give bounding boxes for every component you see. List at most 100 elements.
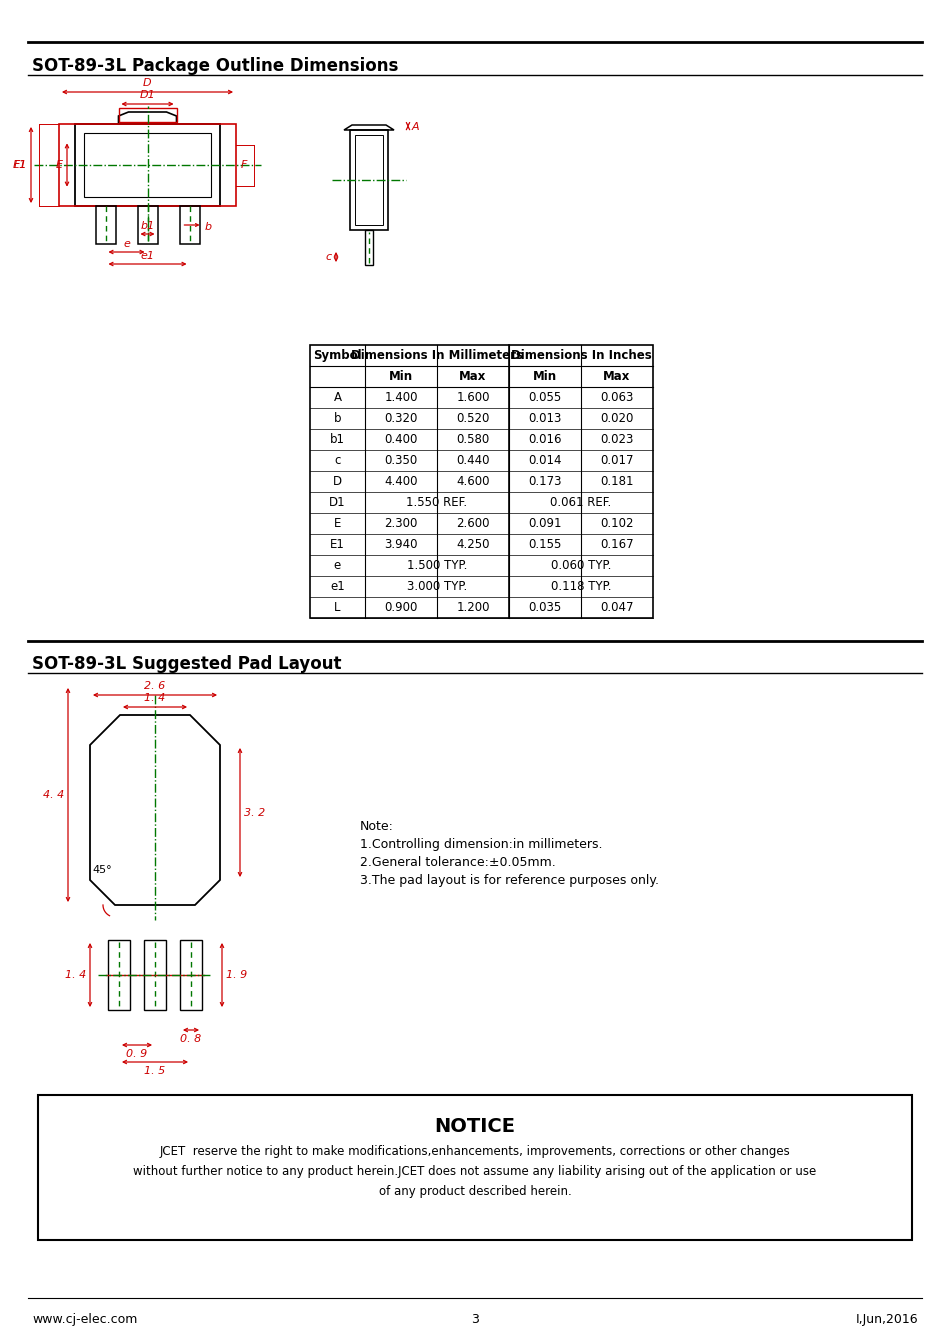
Bar [310, 345, 653, 618]
Text: Symbol: Symbol [314, 349, 362, 362]
Text: D: D [332, 474, 342, 488]
Text: 2.300: 2.300 [385, 517, 418, 530]
Text: e1: e1 [331, 581, 345, 593]
Text: E1: E1 [330, 538, 345, 551]
Text: 0.035: 0.035 [528, 601, 561, 614]
Text: e1: e1 [141, 251, 155, 261]
Bar [84, 133, 211, 198]
Text: 0.047: 0.047 [600, 601, 634, 614]
Text: 0.580: 0.580 [456, 433, 489, 446]
Text: NOTICE: NOTICE [434, 1117, 516, 1136]
Text: D1: D1 [330, 496, 346, 509]
Text: D: D [143, 78, 152, 87]
Text: I,Jun,2016: I,Jun,2016 [855, 1313, 918, 1327]
Text: A: A [333, 391, 341, 405]
Text: SOT-89-3L Suggested Pad Layout: SOT-89-3L Suggested Pad Layout [32, 655, 341, 673]
Text: 1.400: 1.400 [384, 391, 418, 405]
Text: L: L [334, 601, 341, 614]
Bar [108, 939, 130, 1009]
Bar [350, 130, 388, 230]
Text: 3. 2: 3. 2 [244, 808, 265, 817]
Text: 0.173: 0.173 [528, 474, 561, 488]
Text: E: E [333, 517, 341, 530]
Text: 0.020: 0.020 [600, 413, 634, 425]
Text: 0.181: 0.181 [600, 474, 634, 488]
Text: A: A [412, 122, 420, 133]
Text: b1: b1 [141, 220, 155, 231]
Text: 45°: 45° [92, 866, 112, 875]
Text: E: E [56, 160, 63, 169]
Text: 0.023: 0.023 [600, 433, 634, 446]
Text: D1: D1 [140, 90, 156, 99]
Text: 0. 8: 0. 8 [180, 1034, 201, 1044]
Text: without further notice to any product herein.JCET does not assume any liability : without further notice to any product he… [133, 1165, 817, 1177]
Text: 4.600: 4.600 [456, 474, 490, 488]
Text: 1.500 TYP.: 1.500 TYP. [407, 559, 467, 573]
Text: Dimensions In Millimeters: Dimensions In Millimeters [351, 349, 523, 362]
Text: 4.400: 4.400 [384, 474, 418, 488]
Text: 0.167: 0.167 [600, 538, 634, 551]
Text: 0. 9: 0. 9 [126, 1050, 147, 1059]
Text: 0.102: 0.102 [600, 517, 634, 530]
Text: Max: Max [459, 370, 486, 383]
Text: 0.014: 0.014 [528, 454, 561, 466]
Text: 0.061 REF.: 0.061 REF. [550, 496, 612, 509]
Text: 0.320: 0.320 [385, 413, 418, 425]
Text: Max: Max [603, 370, 631, 383]
Bar [365, 230, 373, 265]
Text: 0.055: 0.055 [528, 391, 561, 405]
Text: b1: b1 [330, 433, 345, 446]
Text: Dimensions In Inches: Dimensions In Inches [511, 349, 652, 362]
Text: 0.016: 0.016 [528, 433, 561, 446]
Text: JCET  reserve the right to make modifications,enhancements, improvements, correc: JCET reserve the right to make modificat… [160, 1145, 790, 1159]
Text: 1. 5: 1. 5 [144, 1066, 165, 1077]
Text: Min: Min [389, 370, 413, 383]
Text: 0.350: 0.350 [385, 454, 418, 466]
Text: Min: Min [533, 370, 557, 383]
Text: c: c [334, 454, 341, 466]
Text: 0.091: 0.091 [528, 517, 561, 530]
Text: e: e [333, 559, 341, 573]
Text: 2.600: 2.600 [456, 517, 490, 530]
Text: 1.600: 1.600 [456, 391, 490, 405]
Text: 1.550 REF.: 1.550 REF. [407, 496, 467, 509]
Text: 3: 3 [471, 1313, 479, 1327]
Text: 0.118 TYP.: 0.118 TYP. [551, 581, 611, 593]
Text: Note:: Note: [360, 820, 394, 833]
Text: 0.900: 0.900 [385, 601, 418, 614]
Bar [75, 124, 220, 206]
Text: 0.013: 0.013 [528, 413, 561, 425]
Text: of any product described herein.: of any product described herein. [379, 1185, 571, 1198]
Text: 1. 4: 1. 4 [65, 970, 86, 980]
Bar [59, 124, 236, 206]
Text: E1: E1 [13, 160, 27, 169]
Text: 4.250: 4.250 [456, 538, 490, 551]
Text: 0.017: 0.017 [600, 454, 634, 466]
Text: 3.940: 3.940 [384, 538, 418, 551]
Bar [96, 206, 116, 245]
Bar [119, 108, 177, 122]
Text: 1.Controlling dimension:in millimeters.: 1.Controlling dimension:in millimeters. [360, 839, 602, 851]
Text: 0.400: 0.400 [385, 433, 418, 446]
Text: 2. 6: 2. 6 [144, 681, 165, 691]
Text: 3.The pad layout is for reference purposes only.: 3.The pad layout is for reference purpos… [360, 874, 659, 887]
Bar [38, 1095, 912, 1241]
Text: b: b [333, 413, 341, 425]
Bar [180, 939, 202, 1009]
Text: 1.200: 1.200 [456, 601, 490, 614]
Text: 3.000 TYP.: 3.000 TYP. [407, 581, 467, 593]
Bar [180, 206, 200, 245]
Text: F1: F1 [13, 160, 27, 169]
Text: 0.520: 0.520 [456, 413, 489, 425]
Text: 0.063: 0.063 [600, 391, 634, 405]
Text: F: F [241, 160, 247, 169]
Bar [138, 206, 158, 245]
Text: c: c [326, 253, 332, 262]
Text: SOT-89-3L Package Outline Dimensions: SOT-89-3L Package Outline Dimensions [32, 56, 398, 75]
Text: www.cj-elec.com: www.cj-elec.com [32, 1313, 138, 1327]
Text: 4. 4: 4. 4 [43, 790, 64, 800]
Text: 0.155: 0.155 [528, 538, 561, 551]
Text: 1. 4: 1. 4 [144, 694, 165, 703]
Text: e: e [124, 239, 130, 249]
Text: 2.General tolerance:±0.05mm.: 2.General tolerance:±0.05mm. [360, 856, 556, 870]
